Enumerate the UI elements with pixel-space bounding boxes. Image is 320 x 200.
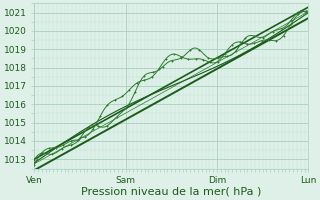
X-axis label: Pression niveau de la mer( hPa ): Pression niveau de la mer( hPa ) bbox=[81, 187, 261, 197]
